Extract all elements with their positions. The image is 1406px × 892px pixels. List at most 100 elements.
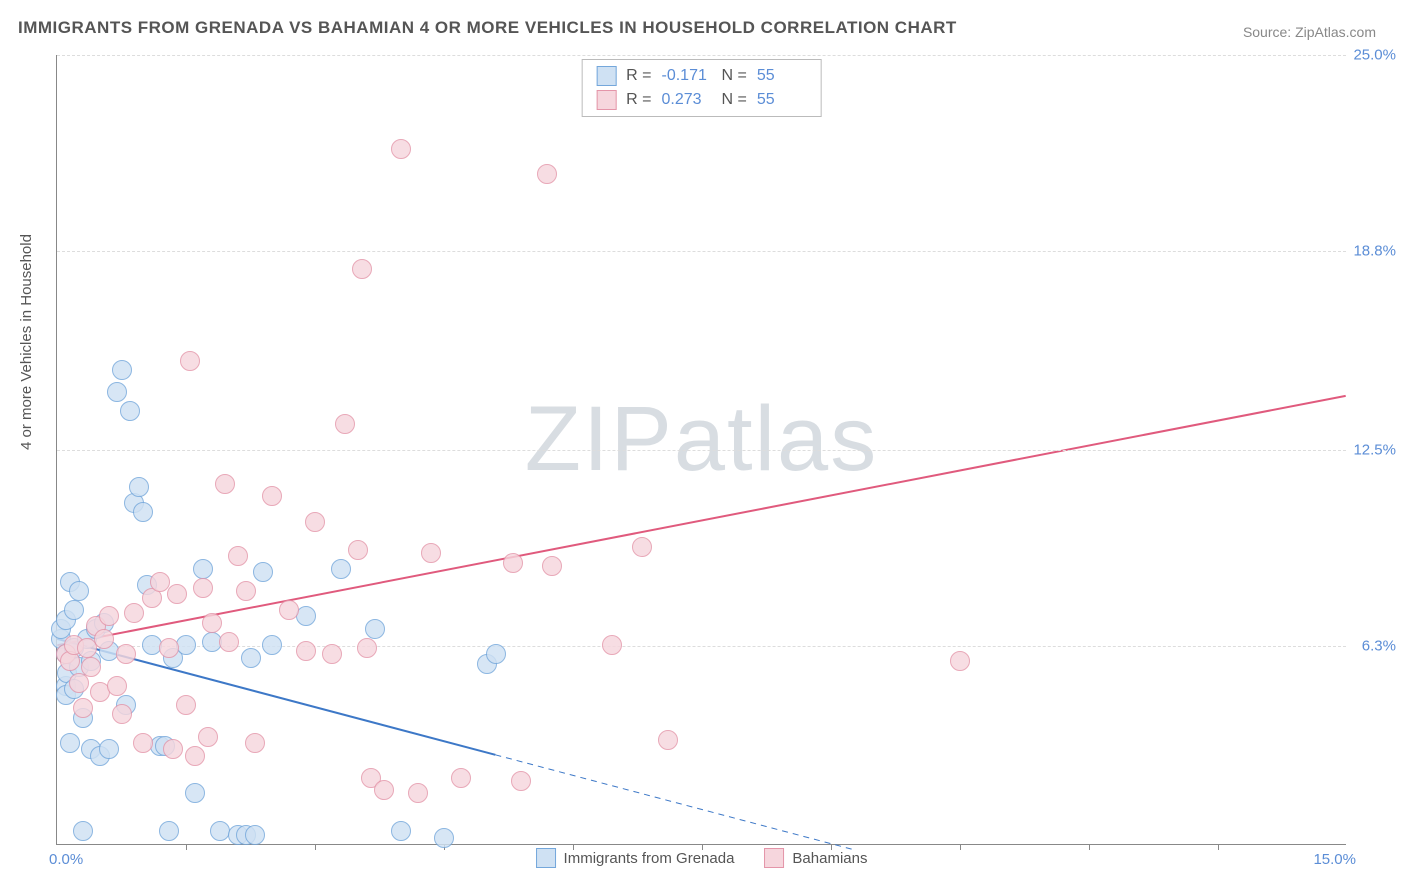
legend-item: Immigrants from Grenada [536,848,735,868]
data-point [950,651,970,671]
data-point [365,619,385,639]
series-swatch [596,66,616,86]
legend-label: Immigrants from Grenada [564,850,735,867]
data-point [391,821,411,841]
data-point [537,164,557,184]
data-point [150,572,170,592]
data-point [434,828,454,848]
data-point [348,540,368,560]
data-point [262,486,282,506]
data-point [228,546,248,566]
data-point [176,635,196,655]
data-point [357,638,377,658]
data-point [322,644,342,664]
data-point [81,657,101,677]
data-point [241,648,261,668]
source-attribution: Source: ZipAtlas.com [1243,24,1376,40]
data-point [99,606,119,626]
series-legend: Immigrants from Grenada Bahamians [536,848,868,868]
data-point [391,139,411,159]
data-point [69,673,89,693]
y-tick-label: 18.8% [1353,242,1396,259]
x-axis-max-label: 15.0% [1313,851,1356,868]
data-point [73,821,93,841]
correlation-stats-box: R = -0.171 N = 55 R = 0.273 N = 55 [581,59,822,117]
data-point [163,739,183,759]
data-point [94,629,114,649]
data-point [245,825,265,845]
y-tick-label: 25.0% [1353,47,1396,64]
stats-row: R = -0.171 N = 55 [582,64,821,88]
data-point [331,559,351,579]
data-point [219,632,239,652]
watermark: ZIPatlas [525,387,878,492]
data-point [245,733,265,753]
data-point [602,635,622,655]
trend-line-dashed [495,755,856,850]
r-value: -0.171 [662,67,712,85]
data-point [69,581,89,601]
data-point [112,360,132,380]
y-axis-label: 4 or more Vehicles in Household [18,234,35,450]
scatter-chart: ZIPatlas R =-0.171N =55R =0.273N =55 Imm… [56,55,1346,845]
x-tick [960,844,961,850]
data-point [296,606,316,626]
data-point [116,644,136,664]
r-label: R = [626,67,651,85]
stats-row: R = 0.273 N = 55 [582,88,821,112]
data-point [202,613,222,633]
n-label: N = [722,91,747,109]
r-value: 0.273 [662,91,712,109]
x-tick [573,844,574,850]
data-point [236,581,256,601]
data-point [176,695,196,715]
data-point [64,600,84,620]
data-point [120,401,140,421]
gridline [57,450,1346,451]
legend-swatch [536,848,556,868]
data-point [253,562,273,582]
x-tick [831,844,832,850]
data-point [542,556,562,576]
n-label: N = [722,67,747,85]
n-value: 55 [757,91,807,109]
n-value: 55 [757,67,807,85]
data-point [511,771,531,791]
data-point [99,739,119,759]
legend-item: Bahamians [764,848,867,868]
y-tick-label: 12.5% [1353,442,1396,459]
r-label: R = [626,91,651,109]
data-point [180,351,200,371]
gridline [57,251,1346,252]
trend-line-solid [57,396,1345,645]
x-tick [186,844,187,850]
legend-swatch [764,848,784,868]
data-point [129,477,149,497]
data-point [60,733,80,753]
data-point [335,414,355,434]
data-point [374,780,394,800]
data-point [296,641,316,661]
data-point [503,553,523,573]
data-point [408,783,428,803]
data-point [352,259,372,279]
data-point [421,543,441,563]
data-point [159,638,179,658]
data-point [159,821,179,841]
data-point [305,512,325,532]
data-point [73,698,93,718]
x-tick [315,844,316,850]
data-point [133,733,153,753]
data-point [107,676,127,696]
data-point [658,730,678,750]
data-point [193,578,213,598]
watermark-bold: ZIP [525,388,674,490]
data-point [112,704,132,724]
data-point [451,768,471,788]
data-point [215,474,235,494]
data-point [133,502,153,522]
x-tick [702,844,703,850]
data-point [279,600,299,620]
data-point [198,727,218,747]
x-axis-origin-label: 0.0% [49,851,83,868]
